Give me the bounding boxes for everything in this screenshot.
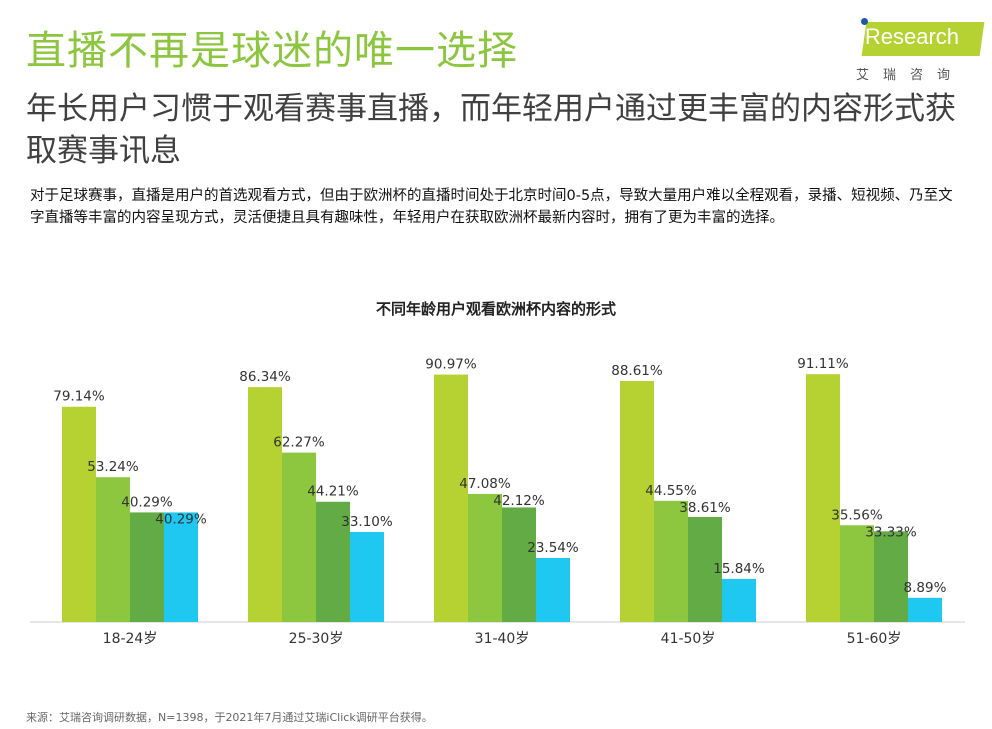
data-label: 33.10% [341,514,393,530]
data-label: 33.33% [865,524,917,540]
slide-subtitle: 年长用户习惯于观看赛事直播，而年轻用户通过更丰富的内容形式获取赛事讯息 [26,91,956,169]
bar [96,477,130,622]
data-label: 62.27% [273,435,325,451]
bar-chart: 79.14% 53.24% 40.29%40.29% 18-24岁 86.34% 62.2… [30,356,965,647]
data-label: 53.24% [87,459,139,475]
bar [62,406,96,622]
x-tick-label: 51-60岁 [847,631,902,647]
bar [654,500,688,622]
description: 对于足球赛事，直播是用户的首选观看方式，但由于欧洲杯的直播时间处于北京时间0-5… [30,188,953,226]
slide-title: 直播不再是球迷的唯一选择 [26,28,518,74]
data-label: 35.56% [831,507,883,523]
data-label: 38.61% [679,500,731,516]
data-label: 42.12% [493,493,545,509]
bar [316,501,350,622]
data-label: 90.97% [425,357,477,373]
x-tick-label: 31-40岁 [475,631,530,647]
bar [164,512,198,622]
data-label: 8.89% [904,580,947,596]
data-label: 91.11% [797,356,849,372]
source-note: 来源：艾瑞咨询调研数据，N=1398，于2021年7月通过艾瑞iClick调研平… [26,711,433,724]
bar [282,452,316,622]
data-label: 88.61% [611,363,663,379]
data-label: 40.29% [121,494,173,510]
bar [620,380,654,622]
bar [130,512,164,622]
bar [536,557,570,622]
data-label: 79.14% [53,389,105,405]
data-label: 47.08% [459,476,511,492]
bar [722,578,756,622]
x-tick-label: 25-30岁 [289,631,344,647]
bar [434,374,468,622]
bar [248,387,282,622]
bar [502,507,536,622]
data-label: 23.54% [527,540,579,556]
chart-title: 不同年龄用户观看欧洲杯内容的形式 [375,300,616,318]
iresearch-logo: iResearch 艾瑞咨询 [852,18,985,88]
x-tick-label: 41-50岁 [661,631,716,647]
bar [350,531,384,622]
bar [806,374,840,622]
bar [874,531,908,622]
data-label: 44.55% [645,483,697,499]
data-label: 15.84% [713,561,765,577]
data-label: 86.34% [239,369,291,385]
x-tick-label: 18-24岁 [103,631,158,647]
data-label: 44.21% [307,484,359,500]
bar [688,516,722,622]
bar [840,525,874,622]
bar [468,493,502,622]
data-label: 40.29% [155,511,207,527]
bar [908,597,942,622]
